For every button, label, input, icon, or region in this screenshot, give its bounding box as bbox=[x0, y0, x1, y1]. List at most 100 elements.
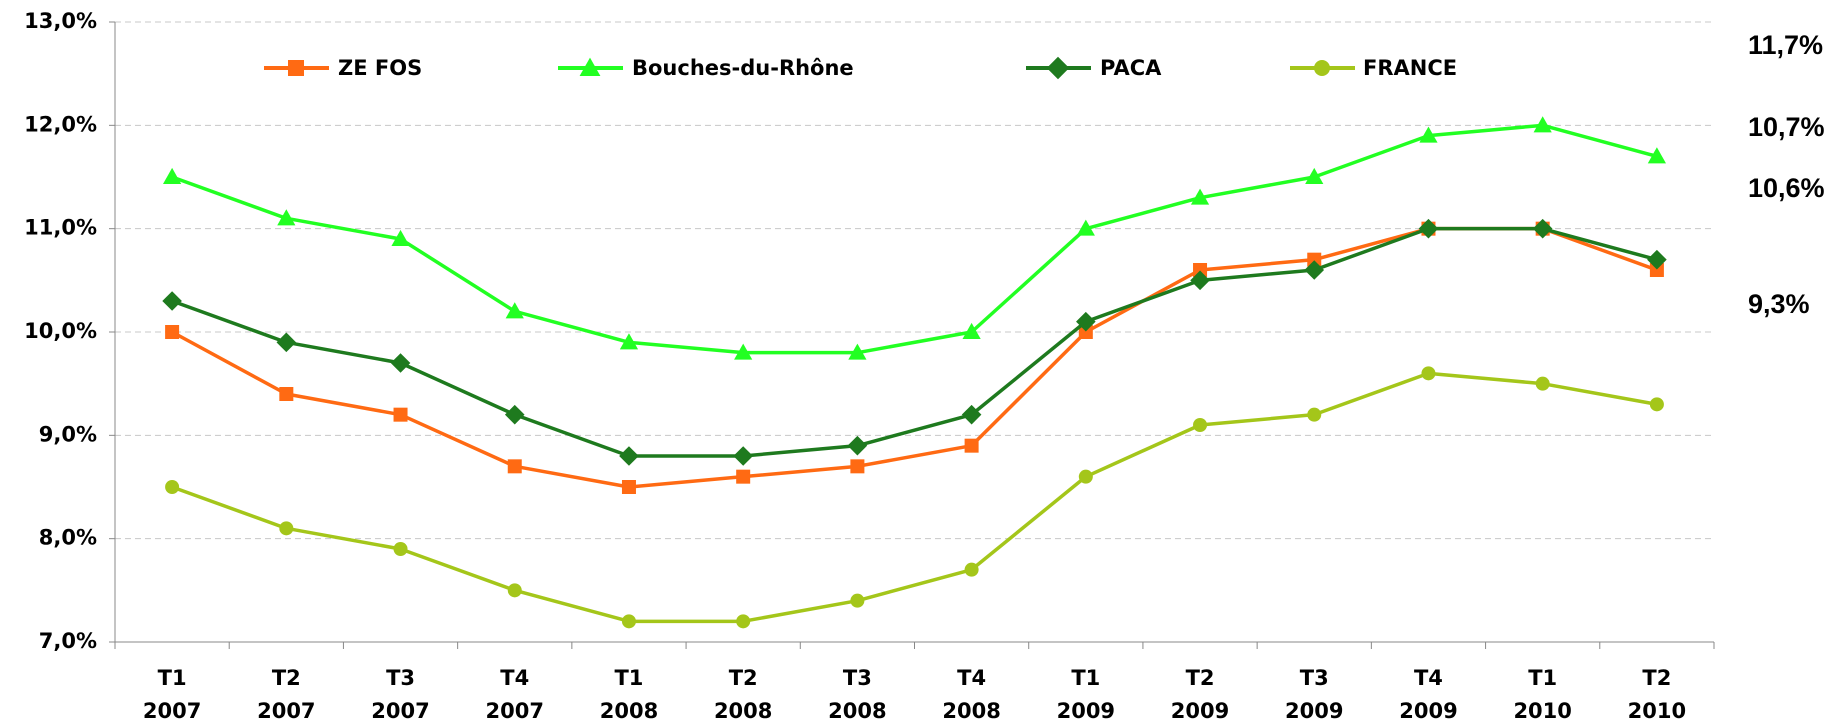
y-tick-label: 12,0% bbox=[24, 112, 97, 136]
marker bbox=[162, 291, 182, 311]
marker bbox=[504, 404, 525, 425]
marker bbox=[962, 322, 981, 339]
marker bbox=[619, 333, 639, 350]
marker bbox=[1307, 407, 1322, 422]
y-tick-label: 9,0% bbox=[39, 422, 97, 446]
x-tick-label: T1 bbox=[614, 666, 643, 690]
x-tick-label: T2 bbox=[1186, 666, 1215, 690]
y-tick-label: 13,0% bbox=[24, 9, 97, 33]
marker bbox=[579, 57, 601, 76]
end-value-label: 10,6% bbox=[1748, 173, 1825, 203]
marker bbox=[1647, 249, 1667, 270]
marker bbox=[1305, 167, 1324, 184]
series-line bbox=[171, 226, 1658, 458]
x-tick-label: T4 bbox=[957, 666, 986, 690]
x-tick-label: T2 bbox=[729, 666, 758, 690]
marker bbox=[1314, 60, 1330, 76]
x-tick-label: T1 bbox=[1071, 666, 1100, 690]
marker bbox=[1307, 252, 1322, 267]
series-line bbox=[171, 226, 1658, 489]
marker bbox=[964, 438, 979, 453]
marker bbox=[393, 407, 408, 422]
marker bbox=[165, 325, 180, 339]
marker bbox=[1419, 126, 1438, 143]
marker bbox=[277, 209, 296, 226]
x-tick-label: T2 bbox=[272, 666, 301, 690]
x-tick-label: 2008 bbox=[942, 699, 1000, 723]
marker bbox=[1421, 366, 1436, 381]
marker bbox=[1078, 469, 1093, 484]
marker bbox=[850, 459, 865, 474]
x-tick-label: T4 bbox=[1414, 666, 1443, 690]
legend-label: PACA bbox=[1100, 56, 1162, 80]
marker bbox=[964, 562, 979, 577]
marker bbox=[961, 404, 982, 425]
end-value-label: 10,7% bbox=[1748, 112, 1825, 142]
x-tick-label: 2008 bbox=[714, 699, 772, 723]
x-tick-label: 2008 bbox=[600, 699, 658, 723]
x-tick-label: 2007 bbox=[257, 699, 315, 723]
y-tick-label: 11,0% bbox=[24, 216, 97, 240]
marker bbox=[850, 593, 865, 608]
marker bbox=[1193, 418, 1208, 432]
marker bbox=[1532, 218, 1553, 239]
marker bbox=[507, 459, 522, 474]
x-tick-label: 2009 bbox=[1057, 699, 1115, 723]
marker bbox=[390, 353, 411, 373]
x-tick-label: 2009 bbox=[1285, 699, 1343, 723]
marker bbox=[1649, 263, 1664, 277]
marker bbox=[279, 387, 294, 401]
x-tick-label: T2 bbox=[1642, 666, 1671, 690]
marker bbox=[163, 167, 182, 184]
marker bbox=[391, 229, 410, 246]
marker bbox=[165, 480, 180, 494]
y-tick-label: 10,0% bbox=[24, 319, 97, 343]
y-tick-label: 8,0% bbox=[39, 526, 97, 550]
marker bbox=[276, 332, 297, 353]
marker bbox=[1046, 56, 1070, 80]
x-tick-label: 2010 bbox=[1513, 699, 1571, 723]
marker bbox=[1190, 270, 1210, 291]
x-tick-label: 2007 bbox=[486, 699, 544, 723]
marker bbox=[736, 469, 751, 484]
marker bbox=[288, 60, 304, 76]
marker bbox=[621, 480, 636, 494]
marker bbox=[1076, 311, 1096, 332]
x-tick-label: T3 bbox=[386, 666, 415, 690]
marker bbox=[1647, 147, 1666, 164]
x-tick-label: 2009 bbox=[1399, 699, 1457, 723]
x-tick-label: 2007 bbox=[371, 699, 429, 723]
marker bbox=[393, 542, 408, 556]
x-tick-label: T1 bbox=[1528, 666, 1557, 690]
series-line bbox=[171, 371, 1658, 624]
marker bbox=[1193, 263, 1208, 277]
marker bbox=[1076, 219, 1095, 236]
marker bbox=[1533, 116, 1552, 133]
x-tick-label: 2009 bbox=[1171, 699, 1229, 723]
marker bbox=[847, 435, 868, 456]
end-value-label: 11,7% bbox=[1748, 30, 1823, 60]
marker bbox=[1649, 397, 1664, 412]
marker bbox=[619, 446, 639, 466]
x-tick-label: 2010 bbox=[1628, 699, 1686, 723]
marker bbox=[1535, 376, 1550, 391]
marker bbox=[848, 343, 867, 360]
x-tick-label: 2008 bbox=[828, 699, 886, 723]
series-line bbox=[171, 123, 1658, 355]
marker bbox=[1078, 325, 1093, 339]
legend-label: Bouches-du-Rhône bbox=[632, 56, 854, 80]
x-tick-label: T3 bbox=[1300, 666, 1329, 690]
x-tick-label: T3 bbox=[843, 666, 872, 690]
marker bbox=[1304, 260, 1325, 280]
marker bbox=[621, 614, 636, 629]
marker bbox=[1418, 218, 1439, 239]
x-tick-label: T4 bbox=[500, 666, 529, 690]
x-tick-label: 2007 bbox=[143, 699, 201, 723]
marker bbox=[733, 446, 753, 466]
legend-label: FRANCE bbox=[1363, 56, 1457, 80]
marker bbox=[279, 521, 294, 536]
end-value-label: 9,3% bbox=[1748, 289, 1810, 319]
y-tick-label: 7,0% bbox=[39, 629, 97, 653]
x-tick-label: T1 bbox=[158, 666, 187, 690]
